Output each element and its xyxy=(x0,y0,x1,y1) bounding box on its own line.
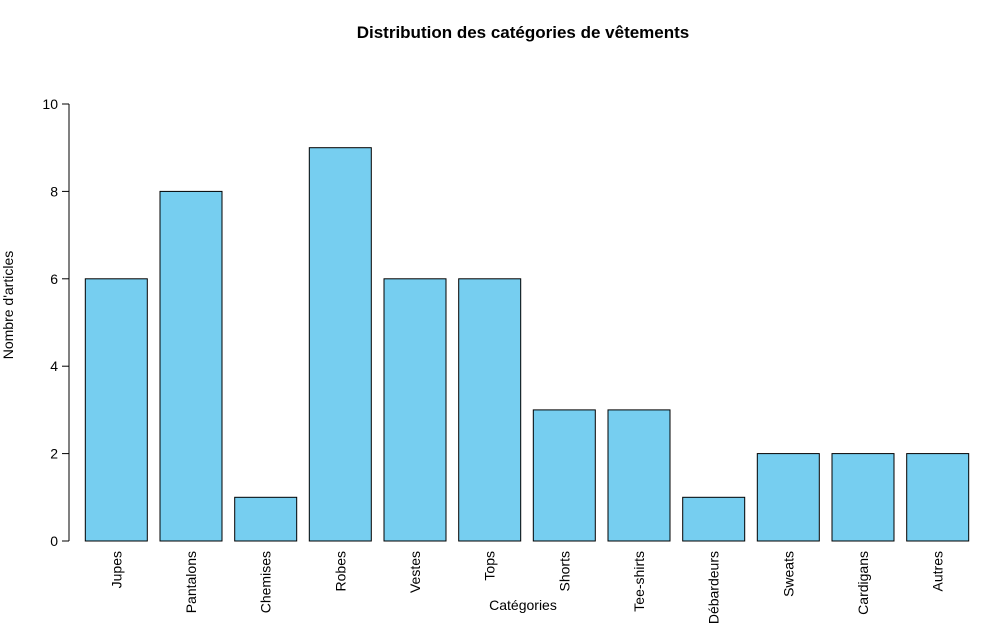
x-tick-label: Tee-shirts xyxy=(631,551,647,612)
x-tick-label: Jupes xyxy=(108,551,124,588)
y-tick-label: 10 xyxy=(42,96,58,112)
y-tick-label: 2 xyxy=(50,446,58,462)
y-tick-label: 8 xyxy=(50,183,58,199)
bar-0 xyxy=(84,278,148,542)
x-tick-label: Sweats xyxy=(780,551,796,597)
x-tick-label: Pantalons xyxy=(183,551,199,613)
x-axis-label: Catégories xyxy=(489,597,557,613)
x-tick-label: Cardigans xyxy=(855,551,871,615)
y-tick-label: 0 xyxy=(50,533,58,549)
bar-4 xyxy=(383,278,447,542)
x-tick-label: Débardeurs xyxy=(706,551,722,624)
x-tick-label: Vestes xyxy=(407,551,423,593)
bar-3 xyxy=(308,147,372,542)
bar-7 xyxy=(607,409,671,542)
x-tick-label: Tops xyxy=(482,551,498,581)
bar-11 xyxy=(906,453,970,542)
bar-1 xyxy=(159,190,223,542)
x-tick-label: Autres xyxy=(930,551,946,591)
y-axis-label: Nombre d'articles xyxy=(0,251,16,360)
bar-8 xyxy=(682,496,746,542)
bar-6 xyxy=(532,409,596,542)
y-tick-label: 4 xyxy=(50,358,58,374)
bar-5 xyxy=(458,278,522,542)
bars-group xyxy=(84,147,970,542)
x-tick-label: Chemises xyxy=(258,551,274,613)
x-tick-label: Robes xyxy=(332,551,348,591)
y-tick-label: 6 xyxy=(50,271,58,287)
x-tick-labels: Jupes Pantalons Chemises Robes Vestes Tops Sho… xyxy=(108,551,945,624)
chart-title: Distribution des catégories de vêtements xyxy=(357,23,690,42)
x-tick-label: Shorts xyxy=(556,551,572,591)
bar-10 xyxy=(831,453,895,542)
bar-9 xyxy=(756,453,820,542)
y-axis: 0 2 4 6 8 10 xyxy=(42,96,70,549)
bar-2 xyxy=(234,496,298,542)
